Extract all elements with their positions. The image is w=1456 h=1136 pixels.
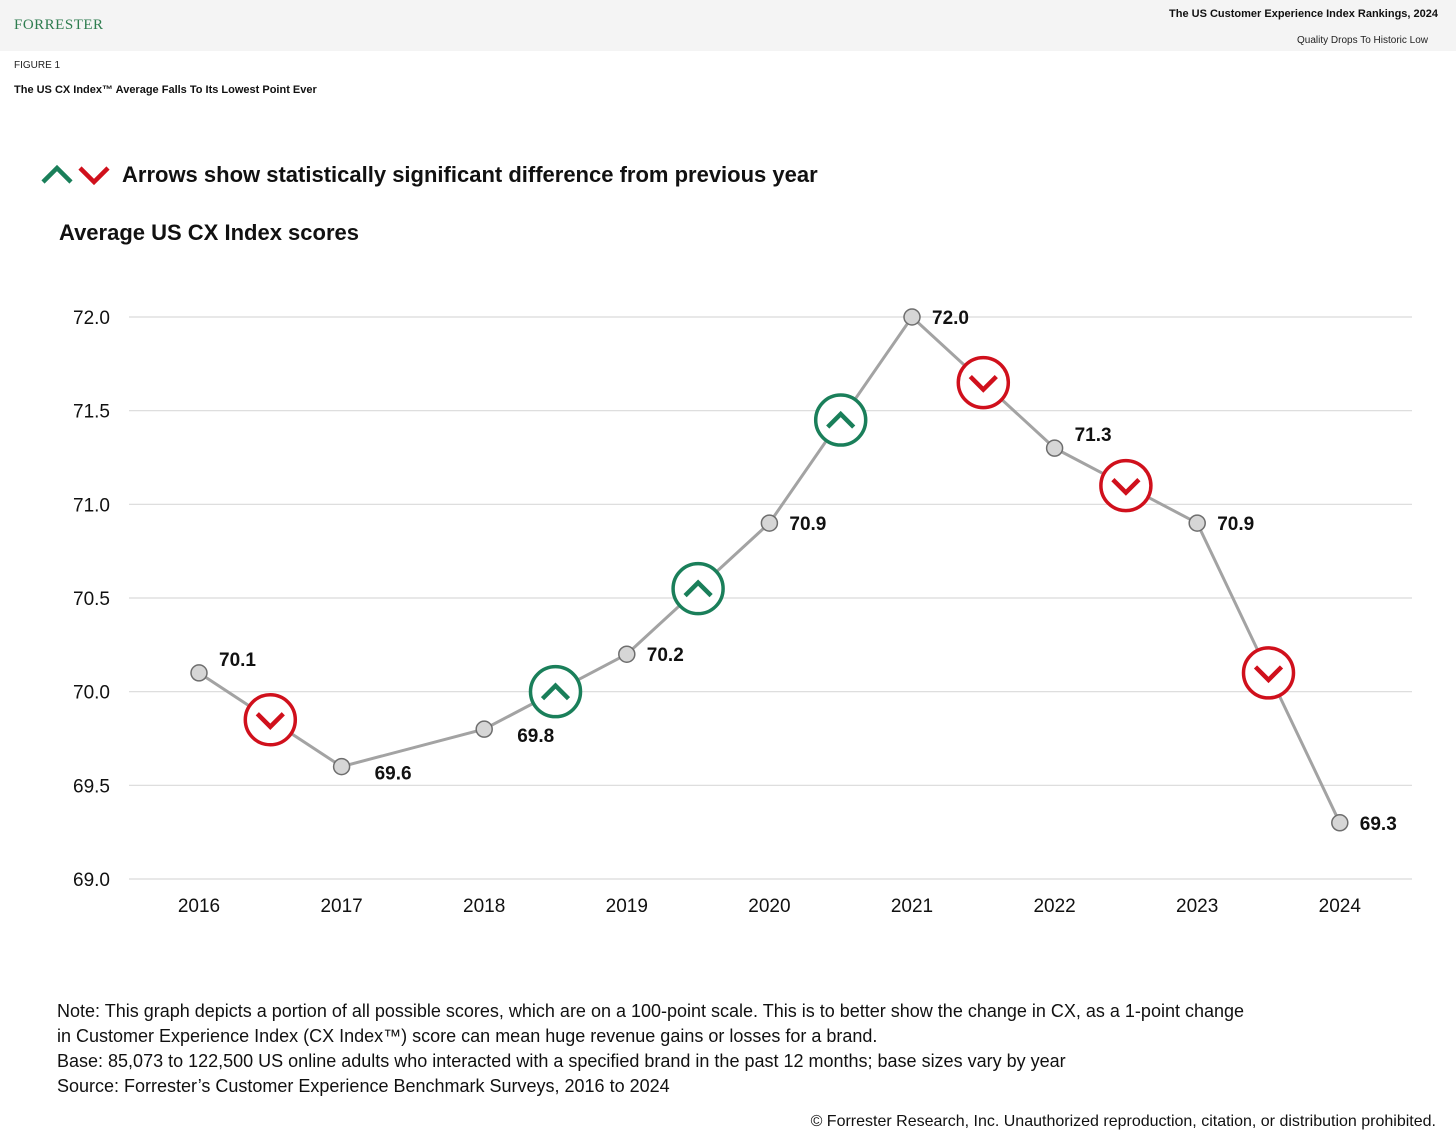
x-tick-label: 2021 [891, 896, 933, 917]
chart-notes: Note: This graph depicts a portion of al… [57, 999, 1442, 1099]
y-tick-label: 70.0 [73, 683, 110, 704]
x-tick-label: 2023 [1176, 896, 1218, 917]
data-label: 70.9 [789, 514, 826, 535]
data-point [190, 664, 208, 682]
line-chart: 69.0 69.5 70.0 70.5 71.0 71.5 72.0 2016 2017 2018… [73, 308, 1412, 917]
significance-legend: Arrows show statistically significant di… [40, 158, 818, 192]
source-note: Source: Forrester’s Customer Experience … [57, 1076, 670, 1096]
data-point [1045, 439, 1064, 457]
legend-text: Arrows show statistically significant di… [122, 162, 818, 187]
data-label: 69.8 [517, 726, 554, 747]
data-point [1331, 814, 1349, 832]
significant-decrease-icon [956, 355, 1011, 410]
significant-decrease-icon [1099, 458, 1153, 513]
significant-decrease-icon [243, 693, 298, 747]
significant-increase-icon [813, 393, 868, 447]
data-label: 72.0 [932, 308, 969, 329]
y-tick-label: 69.0 [73, 870, 110, 891]
forrester-logo: FORRESTER [14, 17, 104, 33]
x-tick-label: 2019 [606, 896, 648, 917]
significant-increase-icon [671, 561, 725, 616]
x-tick-label: 2022 [1033, 896, 1075, 917]
y-tick-label: 72.0 [73, 308, 110, 329]
x-tick-label: 2024 [1319, 896, 1362, 917]
data-label: 69.3 [1360, 814, 1397, 835]
x-tick-label: 2018 [463, 896, 505, 917]
up-down-arrows-icon [41, 164, 110, 186]
base-note: Base: 85,073 to 122,500 US online adults… [57, 1051, 1066, 1071]
data-label: 70.9 [1217, 514, 1254, 535]
note-line-1: Note: This graph depicts a portion of al… [57, 1001, 1245, 1021]
data-point [475, 720, 493, 738]
data-label: 71.3 [1075, 425, 1112, 446]
report-subtitle: Quality Drops To Historic Low [1297, 35, 1428, 46]
y-tick-label: 71.0 [73, 495, 110, 516]
data-label: 70.1 [219, 650, 256, 671]
data-label: 69.6 [375, 764, 412, 785]
y-tick-label: 70.5 [73, 589, 110, 610]
copyright-notice: © Forrester Research, Inc. Unauthorized … [810, 1113, 1436, 1130]
data-point [1188, 514, 1206, 532]
data-point [618, 645, 636, 663]
x-tick-label: 2017 [320, 896, 362, 917]
figure-title: The US CX Index™ Average Falls To Its Lo… [14, 84, 317, 96]
data-point [903, 308, 921, 326]
down-arrow-icon [78, 166, 110, 186]
data-label: 70.2 [647, 645, 684, 666]
significant-increase-icon [528, 664, 583, 719]
report-header-bar: FORRESTER The US Customer Experience Ind… [0, 0, 1456, 51]
up-arrow-icon [41, 164, 73, 184]
series-line [198, 314, 1342, 824]
report-title: The US Customer Experience Index Ranking… [1169, 8, 1438, 20]
chart-title: Average US CX Index scores [59, 220, 359, 245]
note-line-2: in Customer Experience Index (CX Index™)… [57, 1026, 878, 1046]
x-tick-label: 2020 [748, 896, 790, 917]
figure-number: FIGURE 1 [14, 60, 61, 71]
y-tick-label: 69.5 [73, 776, 110, 797]
y-tick-label: 71.5 [73, 402, 110, 423]
data-point [760, 514, 779, 532]
significant-decrease-icon [1241, 646, 1296, 700]
x-tick-label: 2016 [178, 896, 220, 917]
data-point [332, 757, 351, 776]
